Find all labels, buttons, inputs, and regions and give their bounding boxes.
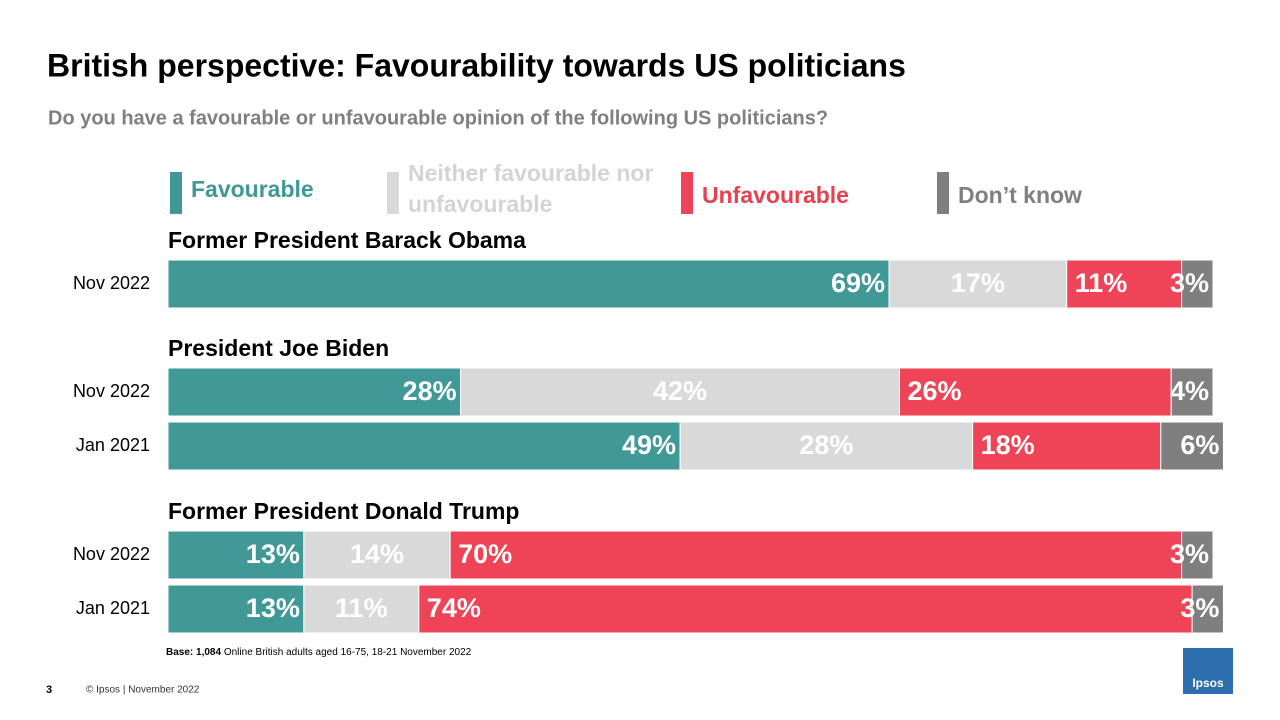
data-label: 13%: [246, 593, 300, 623]
group-label: Former President Donald Trump: [168, 498, 519, 524]
chart-subtitle: Do you have a favourable or unfavourable…: [48, 107, 828, 129]
data-label: 28%: [403, 376, 457, 406]
logo: Ipsos: [1192, 676, 1224, 690]
data-label: 4%: [1170, 376, 1209, 406]
data-label: 17%: [951, 268, 1005, 298]
data-label: 74%: [427, 593, 481, 623]
copyright: © Ipsos | November 2022: [86, 685, 200, 696]
bar-segment: [899, 367, 1172, 417]
bar-segment: [167, 530, 305, 580]
bar-segment: [449, 530, 1183, 580]
bar-segment: [972, 421, 1162, 471]
bar-segment: [1181, 530, 1214, 580]
chart-title: British perspective: Favourability towar…: [47, 47, 906, 83]
legend-swatch: [937, 172, 949, 214]
data-label: 13%: [246, 539, 300, 569]
bar-segment: [460, 367, 900, 417]
legend-swatch: [387, 172, 399, 214]
page-number: 3: [46, 684, 52, 696]
legend-label: Don’t know: [958, 182, 1082, 208]
legend-label: Favourable: [191, 176, 314, 202]
bar-segment: [167, 421, 681, 471]
bar-segment: [1181, 259, 1214, 309]
data-label: 3%: [1180, 593, 1219, 623]
data-label: 11%: [335, 593, 388, 623]
bar-segment: [303, 584, 420, 634]
data-label: 70%: [458, 539, 512, 569]
bar-segment: [167, 259, 890, 309]
data-label: 42%: [653, 376, 707, 406]
row-label: Jan 2021: [76, 598, 150, 618]
data-label: 28%: [799, 430, 853, 460]
bar-segment: [1066, 259, 1183, 309]
data-label: 3%: [1170, 539, 1209, 569]
logo-box: [1183, 648, 1233, 694]
base-text: Online British adults aged 16-75, 18-21 …: [224, 647, 472, 658]
legend-label: Unfavourable: [702, 182, 849, 208]
group-label: President Joe Biden: [168, 335, 389, 361]
data-label: 6%: [1180, 430, 1219, 460]
bar-segment: [303, 530, 451, 580]
data-label: 14%: [350, 539, 404, 569]
bar-segment: [167, 584, 305, 634]
group-label: Former President Barack Obama: [168, 227, 526, 253]
row-label: Nov 2022: [73, 273, 150, 293]
data-label: 69%: [831, 268, 885, 298]
row-label: Nov 2022: [73, 544, 150, 564]
row-label: Jan 2021: [76, 435, 150, 455]
data-label: 49%: [622, 430, 676, 460]
base-count: 1,084: [196, 647, 221, 658]
bar-segment: [888, 259, 1068, 309]
bar-segment: [1170, 367, 1214, 417]
data-label: 3%: [1170, 268, 1209, 298]
base-note: Base: 1,084 Online British adults aged 1…: [166, 647, 472, 658]
legend-swatch: [170, 172, 182, 214]
legend-swatch: [681, 172, 693, 214]
legend-label: Neither favourable nor unfavourable: [408, 160, 654, 217]
data-label: 26%: [908, 376, 962, 406]
row-label: Nov 2022: [73, 381, 150, 401]
data-label: 18%: [981, 430, 1035, 460]
bar-segment: [1160, 421, 1224, 471]
bar-segment: [418, 584, 1193, 634]
bar-segment: [679, 421, 974, 471]
bar-segment: [167, 367, 462, 417]
base-label: Base:: [166, 647, 193, 658]
bar-segment: [1191, 584, 1224, 634]
data-label: 11%: [1075, 268, 1128, 298]
